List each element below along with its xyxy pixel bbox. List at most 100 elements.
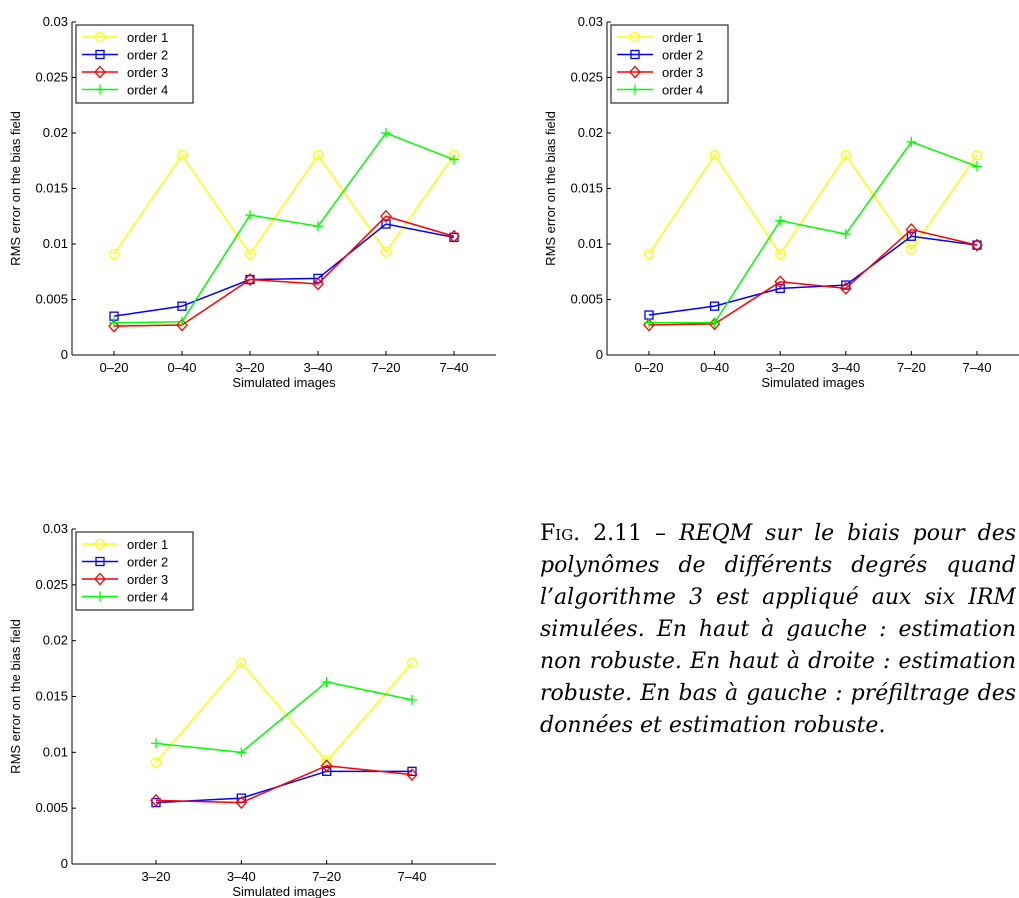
data-point bbox=[176, 150, 188, 161]
series-2 bbox=[644, 231, 982, 320]
x-tick-label: 0–20 bbox=[635, 360, 664, 375]
y-axis-label: RMS error on the bias field bbox=[8, 111, 23, 266]
x-tick-label: 7–20 bbox=[897, 360, 926, 375]
series-3 bbox=[108, 209, 460, 333]
y-tick-label: 0.015 bbox=[570, 181, 603, 196]
y-tick-label: 0.01 bbox=[43, 236, 68, 251]
series-4 bbox=[151, 676, 417, 758]
series-4 bbox=[109, 128, 459, 328]
data-point bbox=[709, 150, 720, 161]
series-1 bbox=[108, 150, 460, 260]
data-point bbox=[177, 301, 187, 311]
legend-label: order 4 bbox=[127, 83, 168, 98]
data-point bbox=[971, 238, 983, 252]
legend-label: order 2 bbox=[662, 48, 703, 63]
series-line bbox=[155, 681, 413, 754]
legend-marker bbox=[629, 65, 641, 79]
y-tick-label: 0.005 bbox=[35, 800, 68, 815]
x-tick-label: 3–40 bbox=[227, 869, 256, 884]
legend-marker bbox=[95, 591, 105, 602]
data-point bbox=[380, 246, 392, 257]
data-point bbox=[709, 301, 720, 311]
data-point bbox=[972, 240, 982, 250]
y-tick-label: 0.005 bbox=[570, 292, 603, 307]
series-line bbox=[648, 153, 978, 256]
data-point bbox=[313, 221, 323, 232]
data-point bbox=[840, 150, 851, 161]
data-point bbox=[380, 209, 392, 223]
series-line bbox=[113, 132, 455, 324]
series-line bbox=[113, 215, 455, 327]
data-point bbox=[449, 154, 459, 165]
series-line bbox=[155, 764, 413, 804]
legend-marker bbox=[630, 49, 640, 60]
legend-label: order 3 bbox=[127, 572, 168, 587]
y-tick-label: 0.03 bbox=[43, 521, 68, 536]
data-point bbox=[108, 319, 120, 333]
data-point bbox=[176, 318, 188, 332]
data-point bbox=[245, 210, 255, 221]
x-axis-label: Simulated images bbox=[761, 375, 865, 390]
data-point bbox=[448, 229, 460, 243]
x-tick-label: 7–40 bbox=[440, 360, 469, 375]
series-line bbox=[648, 235, 978, 316]
legend-marker bbox=[94, 572, 106, 586]
data-point bbox=[312, 277, 324, 291]
series-1 bbox=[643, 150, 983, 260]
data-point bbox=[906, 136, 917, 147]
x-tick-label: 3–20 bbox=[236, 360, 265, 375]
data-point bbox=[407, 694, 417, 705]
legend-label: order 3 bbox=[662, 65, 703, 80]
data-point bbox=[906, 244, 917, 255]
data-point bbox=[108, 248, 120, 260]
legend-marker bbox=[94, 31, 106, 43]
x-tick-label: 0–40 bbox=[168, 360, 197, 375]
legend-label: order 4 bbox=[662, 83, 703, 98]
x-tick-label: 7–20 bbox=[312, 869, 341, 884]
data-point bbox=[972, 161, 982, 172]
y-tick-label: 0.02 bbox=[43, 125, 68, 140]
y-tick-label: 0 bbox=[596, 347, 603, 362]
data-point bbox=[236, 747, 247, 758]
chart-prefiltered: 0 0.005 0.01 0.015 0.02 0.025 0.03 3–20 3–40 7–20… bbox=[8, 521, 496, 898]
caption-label: Fig. 2.11 – bbox=[540, 521, 667, 546]
data-point bbox=[905, 223, 918, 237]
y-tick-label: 0.01 bbox=[43, 744, 68, 759]
data-point bbox=[406, 768, 418, 782]
y-tick-label: 0 bbox=[61, 347, 68, 362]
legend-marker bbox=[94, 538, 106, 550]
x-tick-label: 3–20 bbox=[766, 360, 795, 375]
series-line bbox=[113, 153, 455, 256]
y-tick-label: 0.02 bbox=[43, 633, 68, 648]
y-axis-label: RMS error on the bias field bbox=[8, 619, 23, 774]
data-point bbox=[312, 150, 324, 161]
x-tick-label: 0–20 bbox=[100, 360, 129, 375]
data-point bbox=[971, 150, 983, 161]
data-point bbox=[109, 317, 119, 328]
y-tick-label: 0.025 bbox=[35, 577, 68, 592]
legend-label: order 1 bbox=[127, 537, 168, 552]
legend-marker bbox=[630, 84, 640, 95]
data-point bbox=[151, 738, 161, 749]
chart-robust: 0 0.005 0.01 0.015 0.02 0.025 0.03 0–20 0–40 3–20… bbox=[543, 14, 1019, 390]
y-tick-label: 0.015 bbox=[35, 689, 68, 704]
data-point bbox=[244, 248, 256, 260]
x-tick-label: 3–40 bbox=[831, 360, 860, 375]
data-point bbox=[381, 219, 391, 229]
series-2 bbox=[109, 219, 459, 321]
y-tick-label: 0.025 bbox=[570, 70, 603, 85]
legend-marker bbox=[95, 556, 105, 567]
data-point bbox=[906, 231, 917, 241]
x-tick-label: 3–40 bbox=[304, 360, 333, 375]
data-point bbox=[150, 793, 162, 807]
data-point bbox=[406, 657, 418, 669]
figure-caption: Fig. 2.11 – REQM sur le biais pour des p… bbox=[540, 518, 1016, 742]
x-tick-label: 3–20 bbox=[142, 869, 171, 884]
data-point bbox=[775, 283, 785, 294]
legend-label: order 1 bbox=[127, 30, 168, 45]
legend-label: order 1 bbox=[662, 30, 703, 45]
series-line bbox=[649, 140, 978, 324]
chart-nonrobust: 0 0.005 0.01 0.015 0.02 0.025 0.03 0–20 0–40 3–20… bbox=[8, 14, 496, 390]
y-axis-label: RMS error on the bias field bbox=[543, 111, 558, 266]
x-axis-label: Simulated images bbox=[232, 375, 336, 390]
